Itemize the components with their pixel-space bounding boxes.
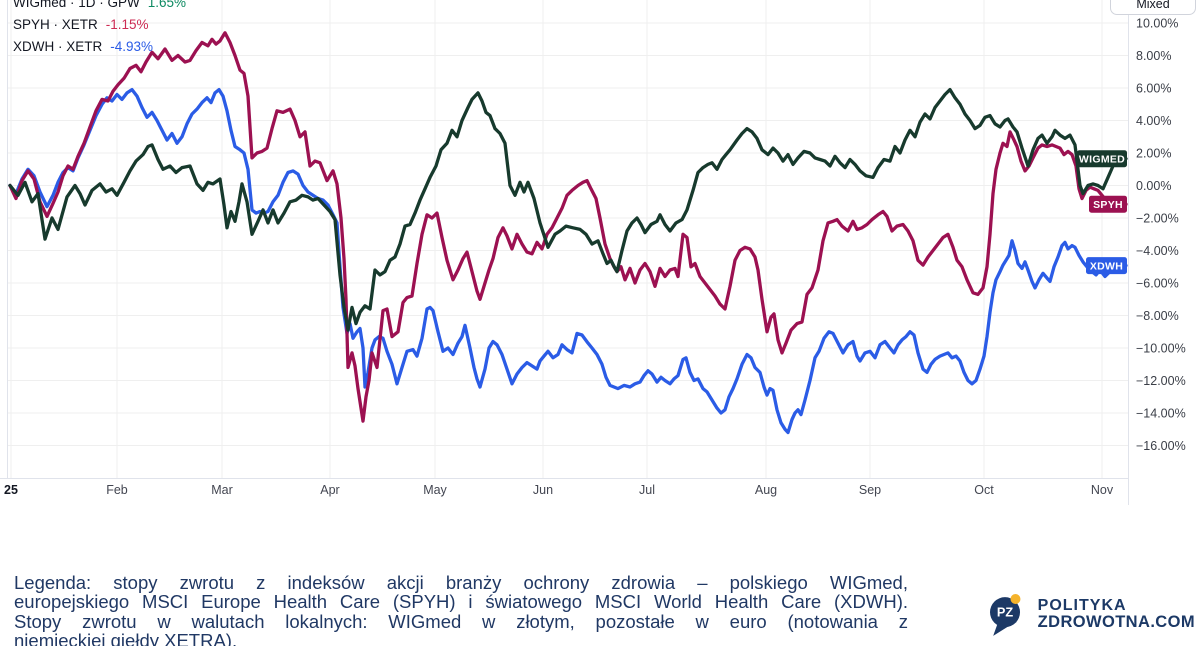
x-tick-label: Sep [859, 483, 881, 497]
logo-monogram: PZ [997, 605, 1013, 620]
y-tick-label: 0.00% [1136, 179, 1171, 193]
y-tick-label: 6.00% [1136, 82, 1171, 96]
caption: Legenda: stopy zwrotu z indeksów akcji b… [14, 573, 908, 646]
legend-symbol-label[interactable]: WIGmed · 1D · GPW [13, 0, 140, 10]
y-tick-label: 4.00% [1136, 114, 1171, 128]
caption-line: Stopy zwrotu w walutach lokalnych: WIGme… [14, 610, 908, 632]
caption-line: Legenda: stopy zwrotu z indeksów akcji b… [14, 572, 908, 593]
caption-line: niemieckiej giełdy XETRA). [14, 630, 238, 646]
y-tick-label: 10.00% [1136, 17, 1178, 31]
legend-row-spyh[interactable]: SPYH · XETR -1.15% [13, 13, 186, 35]
logo-text: POLITYKA ZDROWOTNA.COM [1038, 597, 1195, 631]
y-tick-label: −12.00% [1136, 374, 1186, 388]
y-tick-label: −10.00% [1136, 342, 1186, 356]
x-tick-label: 25 [4, 483, 18, 497]
x-tick-label: Apr [320, 483, 339, 497]
legend-symbol-label[interactable]: XDWH · XETR [13, 38, 103, 54]
y-tick-label: −14.00% [1136, 407, 1186, 421]
series-line-spyh[interactable] [8, 31, 1128, 423]
logo-title-line1: POLITYKA [1037, 597, 1127, 614]
y-tick-label: −4.00% [1136, 244, 1179, 258]
brand-logo: PZ POLITYKA ZDROWOTNA.COM [985, 585, 1195, 643]
market-status-badge[interactable]: Mixed [1110, 0, 1196, 15]
y-tick-label: −8.00% [1136, 309, 1179, 323]
chart-svg[interactable]: 10.00% 8.00% 6.00% 4.00% 2.00% 0.00% −2.00% −4.… [0, 0, 1200, 505]
legend-symbol-label[interactable]: SPYH · XETR [13, 16, 98, 32]
y-tick-label: 2.00% [1136, 147, 1171, 161]
x-tick-label: Aug [755, 483, 777, 497]
chart-panel[interactable]: 10.00% 8.00% 6.00% 4.00% 2.00% 0.00% −2.00% −4.… [0, 0, 1200, 505]
x-tick-label: Oct [974, 483, 994, 497]
logo-title-line2: ZDROWOTNA.COM [1037, 613, 1195, 631]
y-tick-label: −16.00% [1136, 439, 1186, 453]
y-tick-label: −2.00% [1136, 212, 1179, 226]
legend-row-xdwh[interactable]: XDWH · XETR -4.93% [13, 35, 186, 57]
x-tick-label: Feb [106, 483, 128, 497]
chart-legend: WIGmed · 1D · GPW 1.65% SPYH · XETR -1.1… [13, 0, 186, 57]
series-price-tag-label-wigmed: WIGMED [1079, 153, 1125, 165]
legend-row-wigmed[interactable]: WIGmed · 1D · GPW 1.65% [13, 0, 186, 13]
series-price-tag-label-xdwh: XDWH [1090, 260, 1123, 272]
legend-value: -1.15% [105, 16, 149, 32]
x-tick-label: Nov [1091, 483, 1114, 497]
series-price-tag-label-spyh: SPYH [1093, 199, 1123, 211]
x-tick-label: Jun [533, 483, 553, 497]
x-tick-label: Jul [639, 483, 655, 497]
legend-value: -4.93% [110, 38, 154, 54]
x-tick-label: May [423, 483, 447, 497]
caption-line: europejskiego MSCI Europe Health Care (S… [14, 591, 908, 613]
y-tick-label: 8.00% [1136, 49, 1171, 63]
pz-bubble-icon: PZ [990, 593, 1021, 636]
series-line-wigmed[interactable] [8, 87, 1128, 332]
series-line-xdwh[interactable] [8, 87, 1128, 435]
series-price-tag-wigmed [1077, 150, 1127, 168]
x-tick-label: Mar [211, 483, 233, 497]
series-price-tag-spyh [1089, 195, 1127, 213]
series-price-tag-xdwh [1086, 257, 1127, 275]
legend-value: 1.65% [147, 0, 187, 10]
y-tick-label: −6.00% [1136, 277, 1179, 291]
